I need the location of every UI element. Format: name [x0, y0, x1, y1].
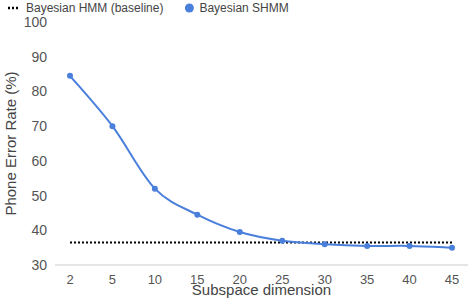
series-line: [70, 241, 452, 243]
y-tick-label: 60: [31, 153, 47, 169]
legend-swatch: [8, 7, 20, 10]
chart-root: 30405060708090100251015202530354045Subsp…: [0, 0, 474, 300]
y-tick: [52, 265, 55, 266]
legend-swatch: [185, 4, 194, 13]
series-marker: [109, 123, 115, 129]
x-tick-label: 35: [360, 272, 374, 287]
y-axis-title: Phone Error Rate (%): [2, 71, 19, 215]
series-marker: [449, 245, 455, 251]
series-marker: [279, 238, 285, 244]
series-marker: [67, 73, 73, 79]
series-marker: [407, 243, 413, 249]
y-tick: [52, 230, 55, 231]
x-axis-title: Subspace dimension: [192, 281, 331, 298]
legend-item: Bayesian HMM (baseline): [8, 1, 163, 15]
y-tick-label: 90: [31, 49, 47, 65]
chart-svg: 30405060708090100251015202530354045Subsp…: [0, 0, 474, 300]
legend-label: Bayesian HMM (baseline): [26, 1, 163, 15]
y-tick-label: 30: [31, 257, 47, 273]
x-tick-label: 10: [148, 272, 162, 287]
y-tick: [52, 56, 55, 57]
y-tick-label: 40: [31, 222, 47, 238]
series-marker: [237, 229, 243, 235]
y-tick-label: 50: [31, 188, 47, 204]
y-tick: [52, 160, 55, 161]
y-tick: [52, 195, 55, 196]
series-marker: [152, 186, 158, 192]
x-tick-label: 2: [66, 272, 73, 287]
y-tick-label: 70: [31, 118, 47, 134]
y-tick-label: 80: [31, 83, 47, 99]
series-marker: [194, 212, 200, 218]
series-marker: [322, 241, 328, 247]
x-axis-line: [55, 265, 468, 266]
y-tick: [52, 91, 55, 92]
plot-area: [67, 73, 455, 251]
x-tick-label: 45: [445, 272, 459, 287]
y-tick: [52, 126, 55, 127]
x-tick-label: 5: [109, 272, 116, 287]
y-tick: [52, 22, 55, 23]
x-tick-label: 40: [402, 272, 416, 287]
series-line: [70, 76, 452, 248]
series-marker: [364, 243, 370, 249]
legend-label: Bayesian SHMM: [199, 1, 288, 15]
y-tick-label: 100: [24, 14, 48, 30]
legend-item: Bayesian SHMM: [185, 1, 289, 15]
